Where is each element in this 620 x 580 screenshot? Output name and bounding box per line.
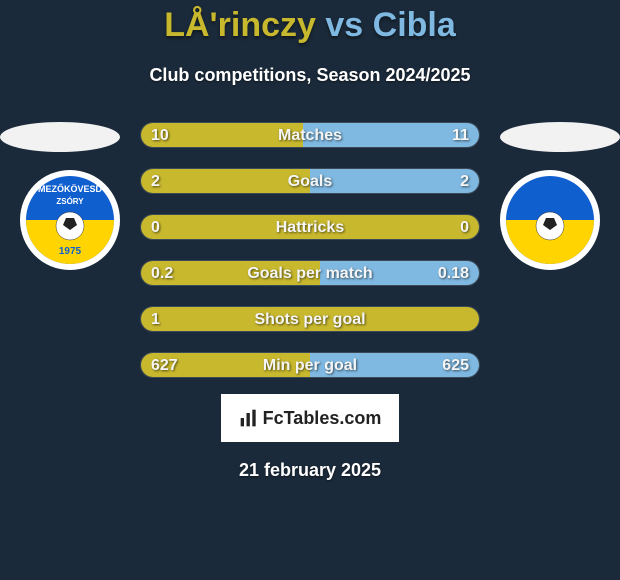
stats-container: 1011Matches 22Goals 00Hattricks 0.20.18Goal… bbox=[140, 122, 480, 378]
stat-row: 627625Min per goal bbox=[140, 352, 480, 378]
stat-row: 0.20.18Goals per match bbox=[140, 260, 480, 286]
team-badge-left: MEZŐKÖVESD ZSÓRY 1975 bbox=[20, 170, 120, 270]
title-right-name: Cibla bbox=[373, 6, 456, 44]
title-left-name: LÅ'rinczy bbox=[164, 6, 316, 44]
title-vs: vs bbox=[325, 6, 363, 44]
stat-label: Hattricks bbox=[141, 215, 479, 240]
stat-label: Min per goal bbox=[141, 353, 479, 378]
brand-text: FcTables.com bbox=[263, 408, 382, 429]
badge-left-year: 1975 bbox=[59, 246, 82, 257]
stat-label: Matches bbox=[141, 123, 479, 148]
badge-left-toptext: MEZŐKÖVESD bbox=[38, 183, 103, 194]
brand-box[interactable]: FcTables.com bbox=[221, 394, 399, 442]
stat-row: 22Goals bbox=[140, 168, 480, 194]
stat-row: 1Shots per goal bbox=[140, 306, 480, 332]
badge-left-midtext: ZSÓRY bbox=[56, 197, 84, 206]
footer-date: 21 february 2025 bbox=[0, 460, 620, 481]
bar-chart-icon bbox=[239, 408, 259, 428]
team-badge-right bbox=[500, 170, 600, 270]
stat-label: Goals per match bbox=[141, 261, 479, 286]
stat-row: 00Hattricks bbox=[140, 214, 480, 240]
stat-label: Goals bbox=[141, 169, 479, 194]
stat-row: 1011Matches bbox=[140, 122, 480, 148]
stat-label: Shots per goal bbox=[141, 307, 479, 332]
page-title: LÅ'rinczy vs Cibla bbox=[0, 0, 620, 45]
player-photo-placeholder-right bbox=[500, 122, 620, 152]
subtitle: Club competitions, Season 2024/2025 bbox=[0, 65, 620, 86]
player-photo-placeholder-left bbox=[0, 122, 120, 152]
